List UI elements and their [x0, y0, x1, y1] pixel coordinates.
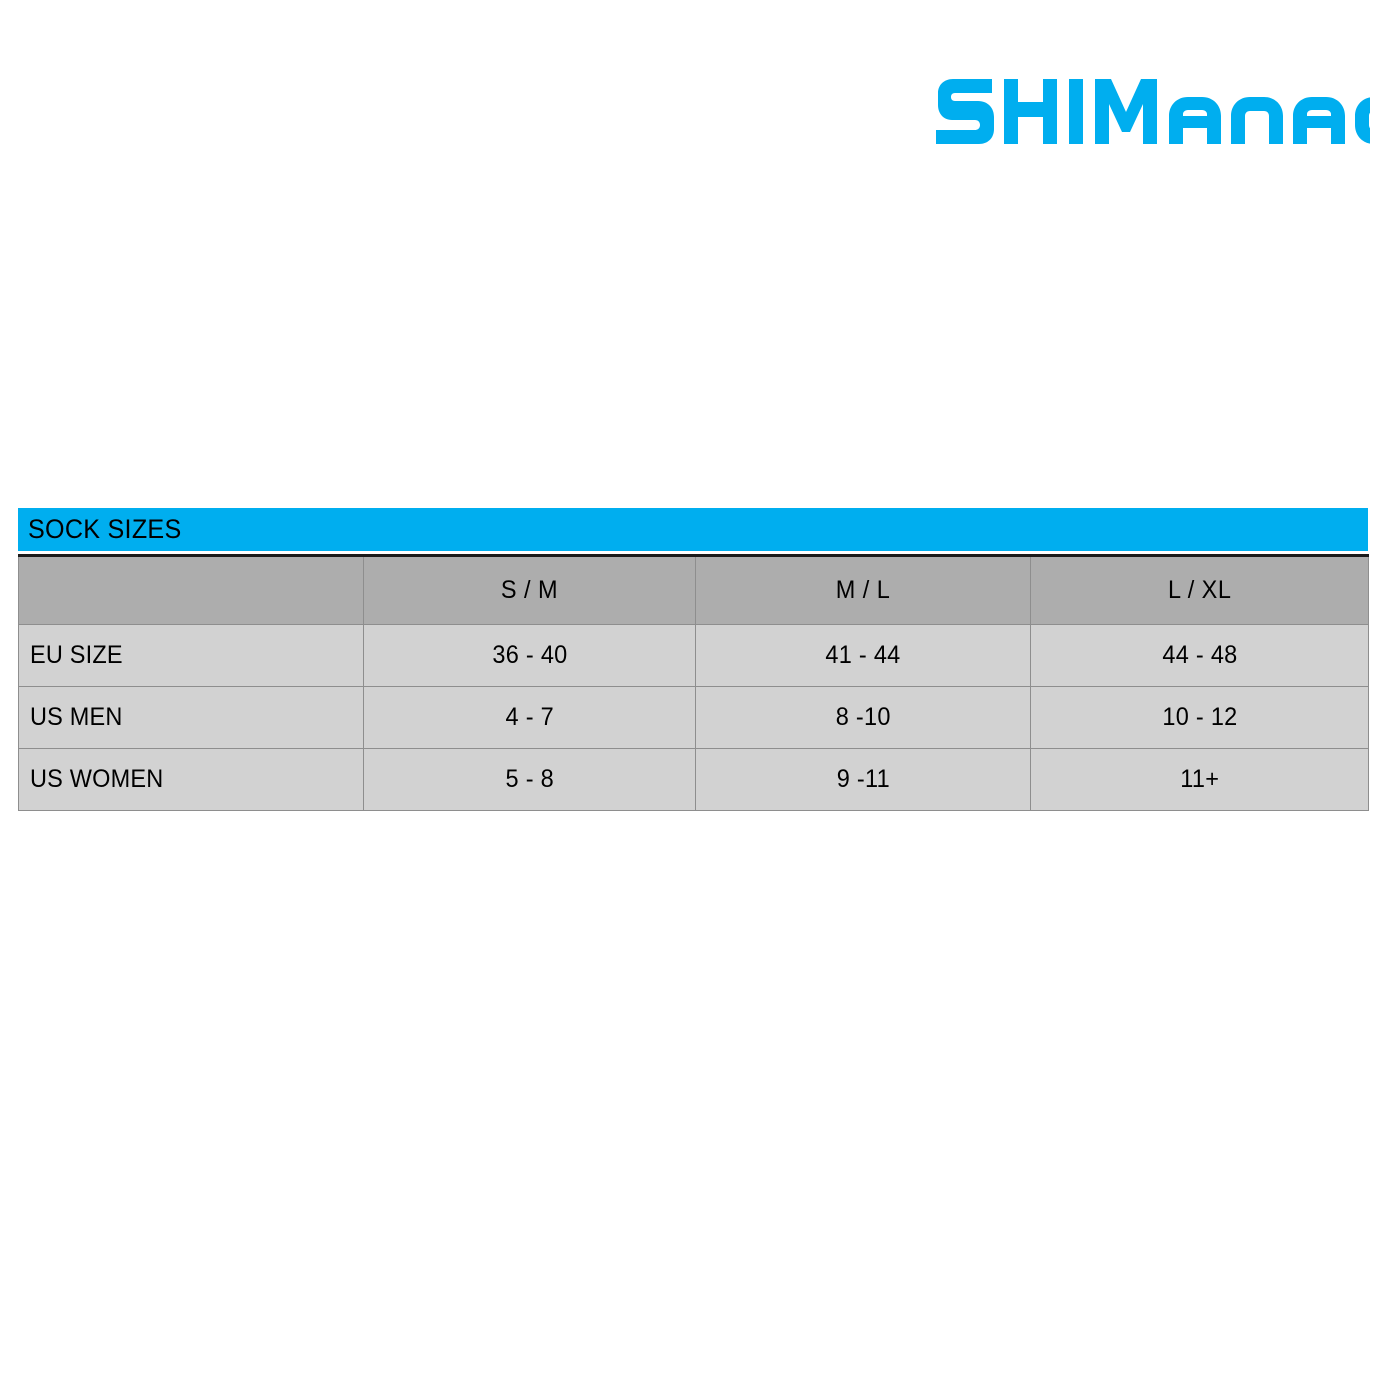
- table-row: US WOMEN 5 - 8 9 -11 11+: [18, 748, 1369, 811]
- chart-title-bar: SOCK SIZES: [18, 508, 1368, 551]
- header-label-lxl: L / XL: [1167, 576, 1232, 604]
- cell-us-men-sm: 4 - 7: [363, 686, 696, 749]
- header-cell-ml: M / L: [695, 555, 1031, 625]
- row-label-us-women: US WOMEN: [18, 748, 364, 811]
- header-cell-corner: [18, 555, 364, 625]
- sock-size-chart: SOCK SIZES S / M M / L L / XL EU SIZE 36…: [18, 508, 1369, 811]
- size-table: S / M M / L L / XL EU SIZE 36 - 40 41 - …: [18, 554, 1369, 811]
- header-label-sm: S / M: [500, 576, 559, 604]
- row-label-eu-size: EU SIZE: [18, 624, 364, 687]
- header-cell-lxl: L / XL: [1030, 555, 1369, 625]
- table-header: S / M M / L L / XL: [18, 555, 1369, 625]
- cell-us-women-ml: 9 -11: [695, 748, 1031, 811]
- table-row: EU SIZE 36 - 40 41 - 44 44 - 48: [18, 624, 1369, 687]
- cell-us-women-sm: 5 - 8: [363, 748, 696, 811]
- table-body: EU SIZE 36 - 40 41 - 44 44 - 48 US MEN 4…: [18, 624, 1369, 811]
- header-label-ml: M / L: [835, 576, 891, 604]
- cell-us-men-lxl: 10 - 12: [1030, 686, 1369, 749]
- title-divider: [18, 551, 1368, 554]
- header-cell-sm: S / M: [363, 555, 696, 625]
- table-row: US MEN 4 - 7 8 -10 10 - 12: [18, 686, 1369, 749]
- shimano-logo: [930, 72, 1370, 152]
- cell-us-women-lxl: 11+: [1030, 748, 1369, 811]
- row-label-us-men: US MEN: [18, 686, 364, 749]
- cell-us-men-ml: 8 -10: [695, 686, 1031, 749]
- cell-eu-size-ml: 41 - 44: [695, 624, 1031, 687]
- chart-title: SOCK SIZES: [28, 514, 182, 544]
- cell-eu-size-sm: 36 - 40: [363, 624, 696, 687]
- table-header-row: S / M M / L L / XL: [18, 555, 1369, 625]
- cell-eu-size-lxl: 44 - 48: [1030, 624, 1369, 687]
